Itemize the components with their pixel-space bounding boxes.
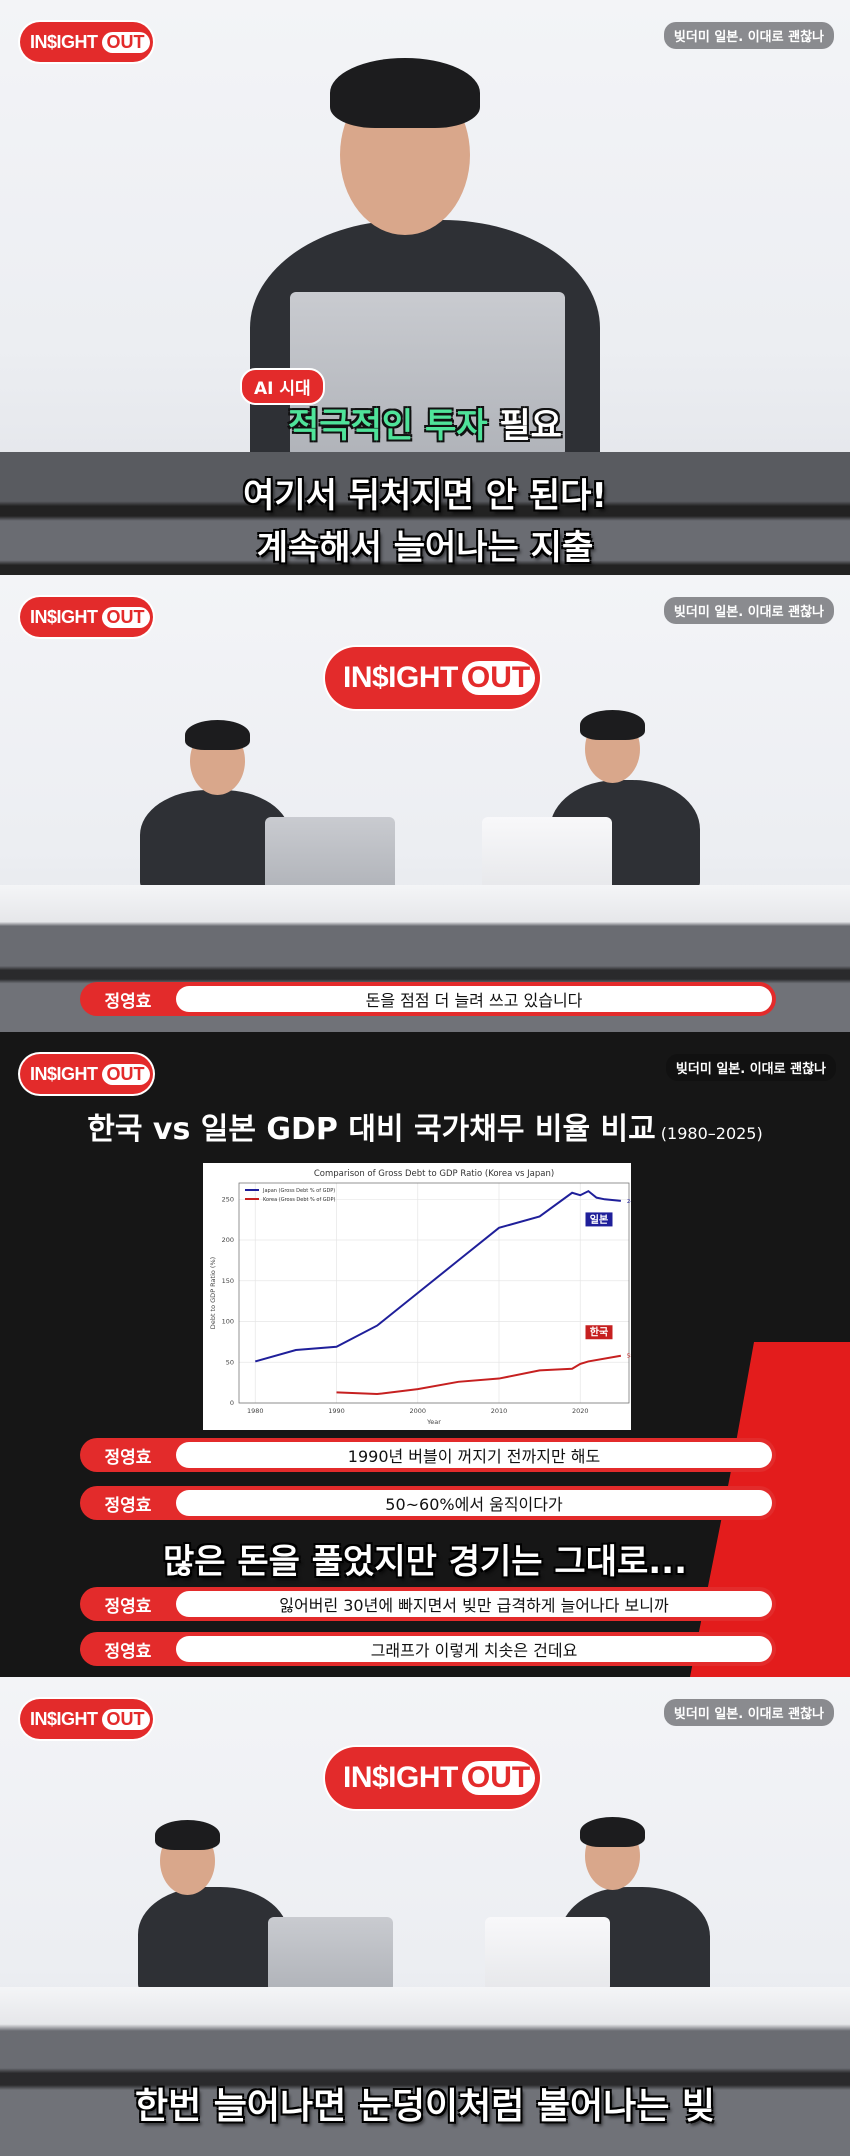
y-tick-label: 200	[222, 1236, 234, 1244]
laptop	[485, 1917, 610, 1992]
speaker-caption: 정영효 그래프가 이렇게 치솟은 건데요	[80, 1632, 776, 1666]
subtitle-band	[0, 452, 850, 575]
debt-chart: Comparison of Gross Debt to GDP Ratio (K…	[203, 1163, 631, 1430]
episode-badge: 빚더미 일본. 이대로 괜찮나	[663, 22, 834, 49]
studio-desk	[0, 1987, 850, 2156]
insight-out-logo: IN$IGHT OUT	[20, 1699, 153, 1739]
frame4-subtitle: 한번 늘어나면 눈덩이처럼 불어나는 빚	[134, 2086, 716, 2127]
chart-title-heading: 한국 vs 일본 GDP 대비 국가채무 비율 비교 (1980–2025)	[87, 1112, 763, 1147]
frame1-subtitle-line2: 계속해서 늘어나는 지출	[256, 528, 594, 568]
video-frame-2: IN$IGHT OUT 빚더미 일본. 이대로 괜찮나 IN$IGHT OUT 정영…	[0, 575, 850, 1032]
insight-out-logo: IN$IGHT OUT	[20, 22, 153, 62]
video-frame-3: IN$IGHT OUT 빚더미 일본. 이대로 괜찮나 한국 vs 일본 GDP …	[0, 1032, 850, 1677]
end-value-label: 248.0%	[627, 1199, 631, 1205]
end-value-label: 58.0%	[627, 1354, 631, 1360]
chart-background	[203, 1163, 631, 1430]
host-right-hair	[580, 1817, 645, 1847]
y-tick-label: 0	[230, 1399, 234, 1407]
y-tick-label: 100	[222, 1318, 234, 1326]
insight-out-logo: IN$IGHT OUT	[20, 597, 153, 637]
series-line-korea	[336, 1354, 622, 1396]
chart-title: Comparison of Gross Debt to GDP Ratio (K…	[314, 1169, 554, 1179]
video-frame-1: IN$IGHT OUT 빚더미 일본. 이대로 괜찮나 AI 시대 적극적인 투자…	[0, 0, 850, 575]
laptop	[290, 292, 565, 457]
host-left-hair	[185, 720, 250, 750]
legend-label: Japan (Gross Debt % of GDP)	[262, 1188, 335, 1194]
frame1-headline: 적극적인 투자 필요	[288, 406, 562, 446]
episode-badge: 빚더미 일본. 이대로 괜찮나	[663, 1699, 834, 1726]
frame1-subtitle-line1: 여기서 뒤처지면 안 된다!	[243, 476, 607, 516]
series-tag-box	[584, 1211, 614, 1228]
x-tick-label: 2020	[572, 1407, 589, 1415]
laptop	[265, 817, 395, 892]
x-tick-label: 2010	[491, 1407, 508, 1415]
studio-wall-logo: IN$IGHT OUT	[325, 1747, 541, 1809]
speaker-caption: 정영효 1990년 버블이 꺼지기 전까지만 해도	[80, 1438, 776, 1472]
series-line-japan	[254, 1189, 621, 1363]
x-tick-label: 2000	[409, 1407, 426, 1415]
insight-out-logo: IN$IGHT OUT	[20, 1054, 153, 1094]
laptop	[482, 817, 612, 892]
y-axis-label: Debt to GDP Ratio (%)	[209, 1257, 217, 1329]
frame1-tag: AI 시대	[240, 368, 325, 405]
series-tag: 일본	[590, 1213, 608, 1226]
speaker-caption: 정영효 돈을 점점 더 늘려 쓰고 있습니다	[80, 982, 776, 1016]
legend-label: Korea (Gross Debt % of GDP)	[263, 1197, 336, 1203]
x-tick-label: 1980	[247, 1407, 264, 1415]
x-axis-label: Year	[426, 1418, 441, 1426]
video-frame-4: IN$IGHT OUT 빚더미 일본. 이대로 괜찮나 IN$IGHT OUT 한번…	[0, 1677, 850, 2156]
episode-badge: 빚더미 일본. 이대로 괜찮나	[663, 597, 834, 624]
speaker-caption: 정영효 50~60%에서 움직이다가	[80, 1486, 776, 1520]
plot-frame	[238, 1182, 630, 1404]
studio-wall-logo: IN$IGHT OUT	[325, 647, 541, 709]
host-right-hair	[580, 710, 645, 740]
x-tick-label: 1990	[328, 1407, 345, 1415]
series-tag-box	[584, 1324, 614, 1341]
laptop	[268, 1917, 393, 1992]
series-tag: 한국	[590, 1327, 608, 1339]
host-left-hair	[155, 1820, 220, 1850]
speaker-hair	[330, 58, 480, 128]
y-tick-label: 150	[222, 1277, 234, 1285]
frame3-big-subtitle: 많은 돈을 풀었지만 경기는 그대로...	[162, 1542, 687, 1582]
speaker-caption: 정영효 잃어버린 30년에 빠지면서 빚만 급격하게 늘어나다 보니까	[80, 1587, 776, 1621]
y-tick-label: 250	[222, 1195, 234, 1203]
episode-badge: 빚더미 일본. 이대로 괜찮나	[665, 1054, 836, 1081]
y-tick-label: 50	[226, 1358, 234, 1366]
host-left-body	[138, 1887, 288, 1992]
